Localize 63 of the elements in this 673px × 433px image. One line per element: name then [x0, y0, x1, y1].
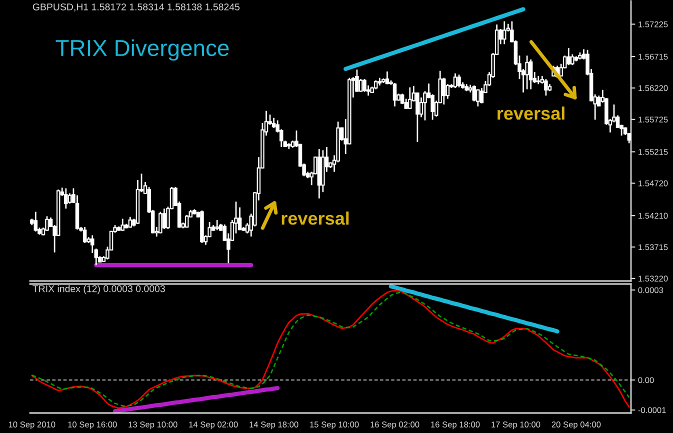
x-tick-label: 20 Sep 04:00 — [552, 422, 601, 430]
x-tick-label: 14 Sep 18:00 — [250, 422, 298, 430]
candlestick — [64, 188, 68, 210]
x-tick-label: 13 Sep 10:00 — [128, 422, 178, 430]
candlestick — [215, 219, 219, 231]
candlestick — [442, 77, 446, 106]
candlestick — [400, 93, 404, 105]
y-tick-label: 1.57225 — [638, 21, 668, 28]
candlestick — [528, 58, 533, 90]
candlestick — [544, 78, 548, 96]
candlestick — [162, 208, 166, 230]
x-tick-label: 17 Sep 10:00 — [492, 422, 540, 430]
candlestick — [408, 86, 412, 110]
candlestick — [525, 54, 529, 90]
y-tick-label: 1.54210 — [638, 212, 668, 219]
x-tick-label: 14 Sep 02:00 — [189, 422, 238, 430]
x-tick-label: 15 Sep 10:00 — [310, 422, 359, 430]
candlestick — [385, 70, 390, 85]
candlestick — [476, 88, 480, 108]
y-tick-label: 1.54720 — [638, 180, 668, 186]
x-tick-label: 16 Sep 18:00 — [431, 422, 480, 430]
candlestick — [566, 47, 571, 66]
y-tick-label: 1.56715 — [638, 54, 668, 60]
candlestick — [120, 218, 124, 232]
candlestick — [423, 90, 427, 122]
chart-title: TRIX index (12) 0.0003 0.0003 — [32, 285, 165, 294]
y-tick-label: 1.53220 — [638, 276, 668, 282]
annotation: reversal — [282, 212, 349, 225]
y-tick-label: -0.0001 — [638, 407, 666, 414]
y-tick-label: 0.0003 — [638, 287, 664, 294]
y-tick-label: 1.55215 — [638, 148, 668, 155]
candlestick — [184, 214, 189, 228]
candlestick — [502, 20, 506, 45]
candlestick — [430, 94, 434, 120]
line-series — [112, 386, 280, 413]
candlestick — [34, 211, 38, 232]
annotation: reversal — [498, 106, 564, 120]
x-tick-label: 16 Sep 02:00 — [370, 422, 420, 430]
candlestick — [453, 72, 458, 89]
candlestick — [570, 54, 574, 66]
candlestick — [404, 98, 408, 110]
x-tick-label: 10 Sep 2010 — [8, 422, 56, 430]
candlestick — [45, 216, 49, 232]
line-series — [388, 284, 560, 334]
candlestick — [82, 226, 87, 244]
candlestick — [358, 78, 363, 92]
candlestick — [158, 211, 162, 234]
y-tick-label: 1.55725 — [638, 116, 668, 123]
candlestick — [472, 84, 476, 102]
x-tick-label: 10 Sep 16:00 — [68, 422, 117, 430]
candlestick — [90, 234, 94, 254]
text: TRIX Divergence — [56, 39, 229, 61]
candlestick — [68, 192, 72, 204]
y-tick-label: 0.00 — [638, 377, 654, 384]
candlestick — [480, 87, 484, 104]
y-tick-label: 1.56220 — [638, 85, 668, 92]
line-series — [344, 7, 526, 72]
candlestick — [457, 74, 461, 88]
y-tick-label: 1.53715 — [638, 244, 668, 250]
candlestick — [272, 117, 276, 129]
candlestick — [362, 78, 366, 92]
candlestick — [392, 82, 397, 108]
chart-title: GBPUSD,H1 1.58172 1.58314 1.58138 1.58245 — [32, 3, 240, 12]
